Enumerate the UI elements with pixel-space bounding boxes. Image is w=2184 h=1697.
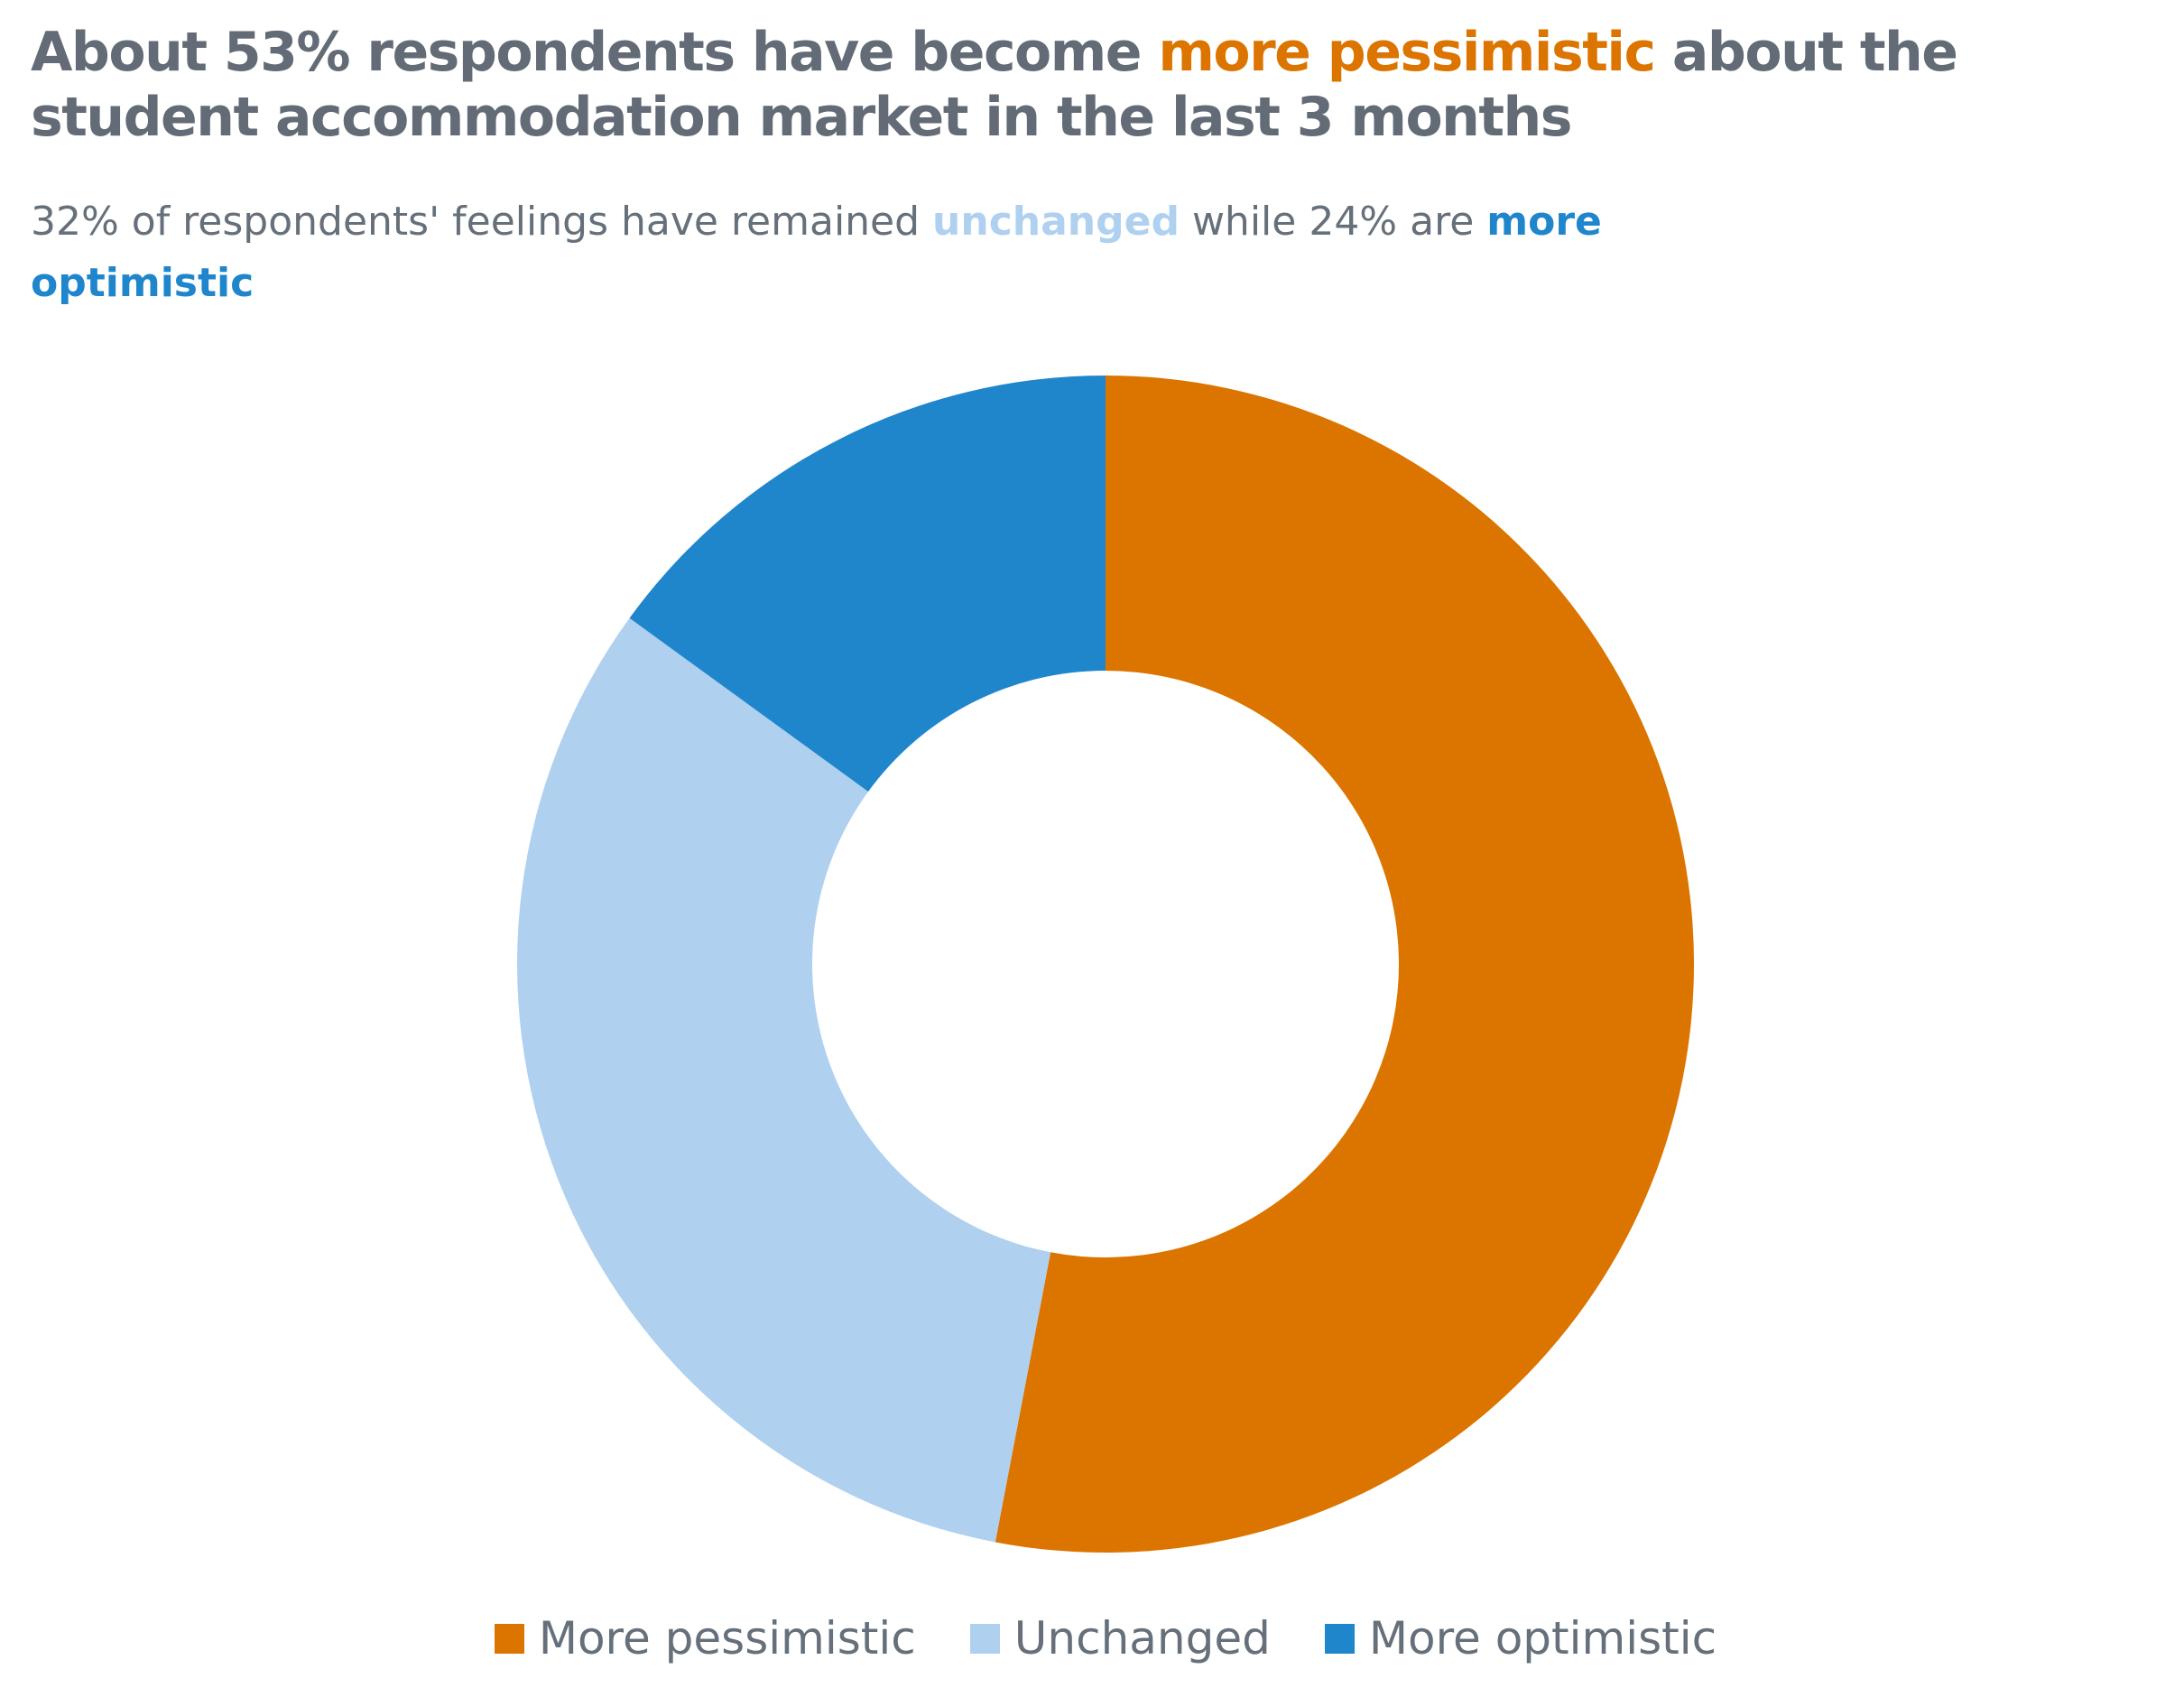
- legend-swatch-unchanged: [969, 1623, 1000, 1654]
- subtitle-highlight-optimistic: more optimistic: [31, 199, 1602, 306]
- legend-label-more-optimistic: More optimistic: [1368, 1612, 1717, 1665]
- title-text-1: About 53% respondents have become: [31, 21, 1159, 84]
- subtitle-highlight-unchanged: unchanged: [932, 199, 1180, 245]
- legend-item-unchanged: Unchanged: [969, 1612, 1271, 1665]
- donut-slice-unchanged: [516, 617, 1051, 1543]
- title-highlight-pessimistic: more pessimistic: [1158, 21, 1656, 84]
- chart-subtitle: 32% of respondents' feelings have remain…: [31, 191, 1836, 314]
- donut-slice-more-pessimistic: [995, 376, 1695, 1553]
- donut-chart: [516, 376, 1695, 1553]
- donut-slice-more-optimistic: [629, 376, 1106, 792]
- legend-item-more-optimistic: More optimistic: [1324, 1612, 1717, 1665]
- title-text-2: about the student accommodation market i…: [31, 21, 1958, 149]
- legend-item-more-pessimistic: More pessimistic: [494, 1612, 916, 1665]
- legend-swatch-more-optimistic: [1324, 1623, 1355, 1654]
- chart-title: About 53% respondents have become more p…: [31, 20, 2106, 150]
- subtitle-text-2: while 24% are: [1179, 199, 1487, 245]
- legend-label-unchanged: Unchanged: [1013, 1612, 1271, 1665]
- chart-legend: More pessimistic Unchanged More optimistic: [0, 1607, 2184, 1670]
- subtitle-text-1: 32% of respondents' feelings have remain…: [31, 199, 933, 245]
- legend-swatch-more-pessimistic: [494, 1623, 524, 1654]
- legend-label-more-pessimistic: More pessimistic: [538, 1612, 916, 1665]
